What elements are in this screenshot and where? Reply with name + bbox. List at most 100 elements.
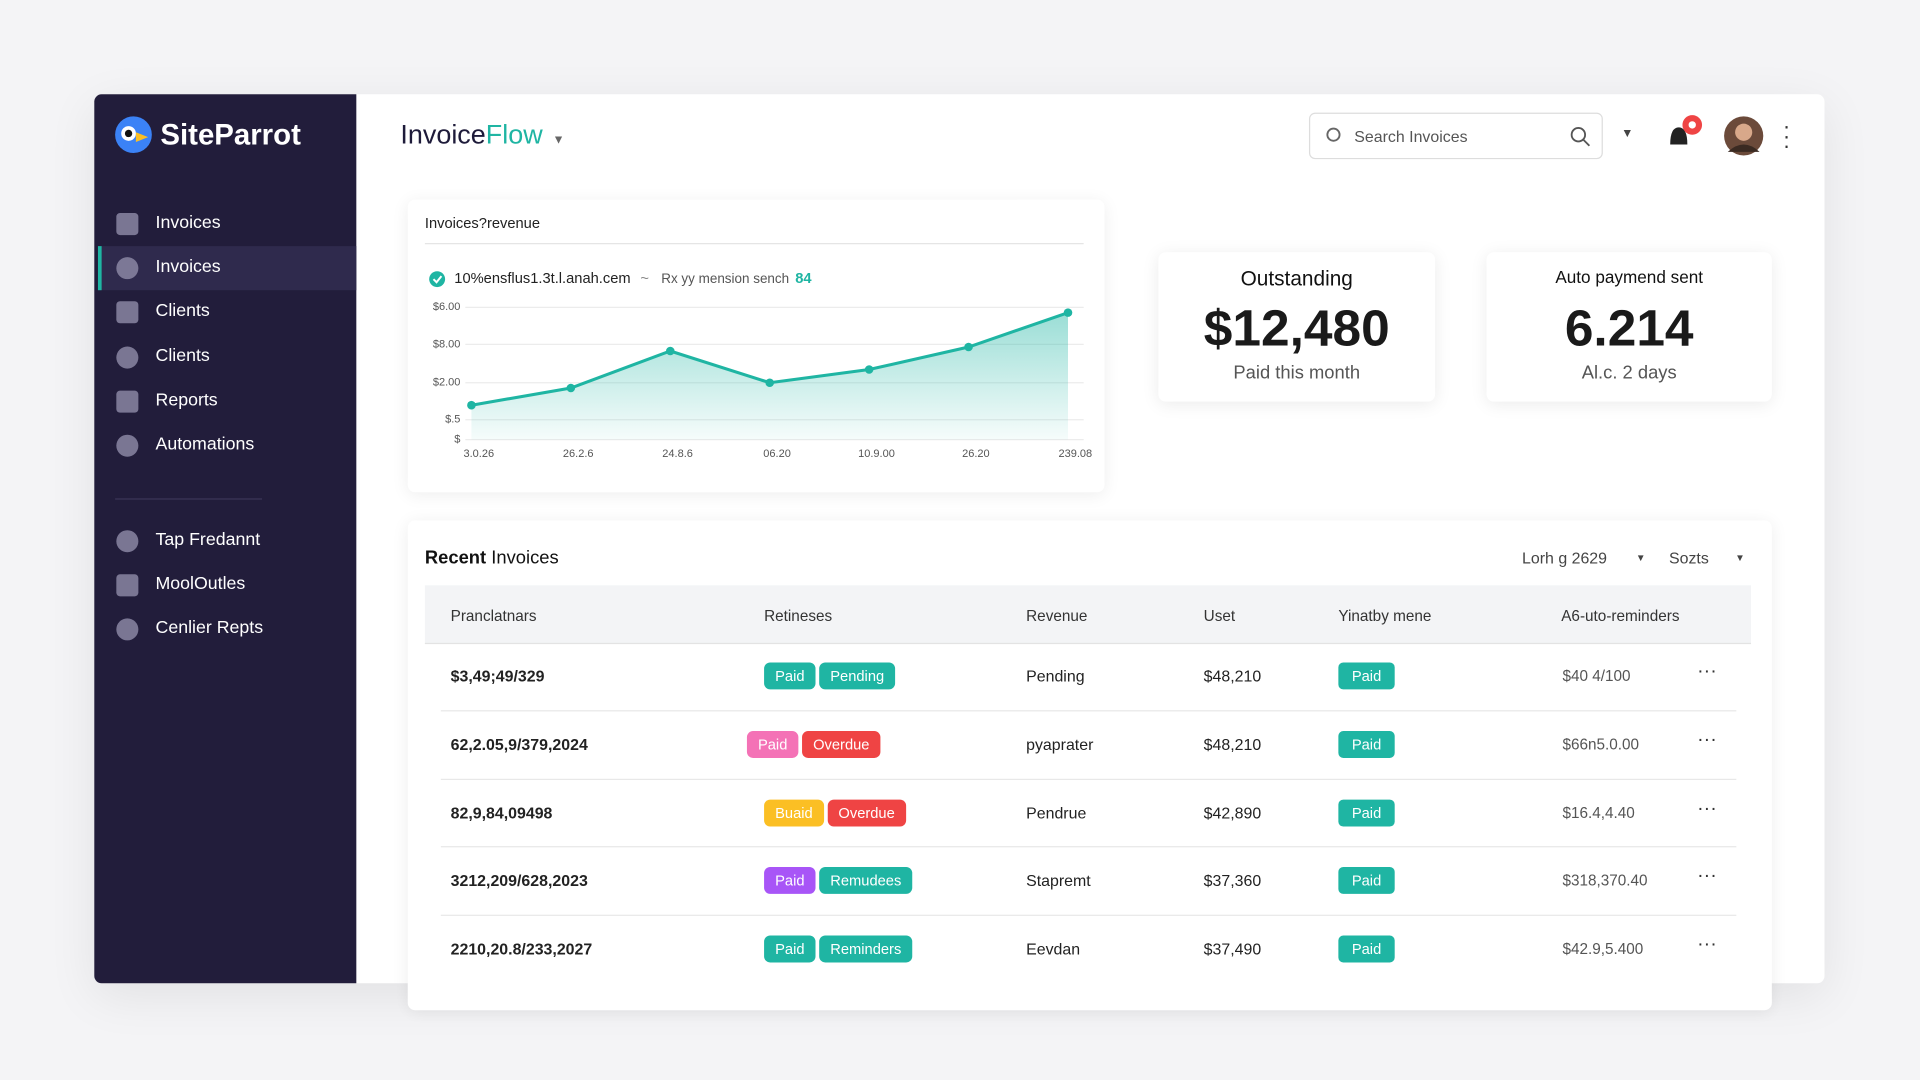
- status-badge: Paid: [1338, 799, 1395, 827]
- legend-sep: ~: [640, 271, 649, 287]
- x-tick-label: 26.2.6: [563, 448, 594, 460]
- row-menu[interactable]: ···: [1697, 934, 1717, 956]
- status-badge: Paid: [1338, 730, 1395, 758]
- legend-value: 84: [795, 271, 812, 287]
- badges: Buaid Overdue: [764, 799, 909, 827]
- stat-value: 6.214: [1564, 298, 1694, 357]
- nav-item[interactable]: Clients: [155, 301, 210, 321]
- legend-text: 10%ensflus1.3t.l.anah.cem: [454, 271, 630, 287]
- nav-item[interactable]: MoolOutles: [155, 574, 246, 594]
- avatar[interactable]: [1723, 115, 1765, 157]
- nav-item[interactable]: Tap Fredannt: [155, 530, 261, 550]
- badge: Paid: [764, 867, 816, 895]
- nav-item[interactable]: Clients: [155, 346, 210, 367]
- nav-item[interactable]: Cenlier Repts: [155, 618, 264, 638]
- badge: Paid: [764, 662, 816, 690]
- badge: Pending: [819, 662, 896, 690]
- status-badge: Paid: [1338, 935, 1395, 963]
- row-menu[interactable]: ···: [1697, 661, 1717, 683]
- stat-caption: Paid this month: [1233, 362, 1361, 384]
- column-header: Yinatby mene: [1338, 607, 1432, 625]
- badges: Paid Remudees: [764, 867, 916, 895]
- cell-id: 3212,209/628,2023: [450, 871, 588, 891]
- y-tick-label: $6.00: [433, 301, 461, 313]
- cell-revenue: pyaprater: [1026, 735, 1094, 754]
- cell-amount: $37,360: [1203, 871, 1262, 891]
- cell-reminder: $66n5.0.00: [1562, 735, 1640, 753]
- row-menu[interactable]: ···: [1697, 866, 1717, 888]
- badges: Paid Overdue: [746, 730, 884, 758]
- badge: Remudees: [819, 867, 913, 895]
- filter[interactable]: Sozts: [1668, 548, 1709, 567]
- cell-reminder: $318,370.40: [1562, 872, 1648, 890]
- nav-icon: [116, 213, 139, 236]
- search-placeholder: Search Invoices: [1354, 127, 1468, 146]
- stat-label: Auto paymend sent: [1555, 266, 1704, 287]
- search-box[interactable]: Search Invoices: [1308, 112, 1603, 160]
- cell-amount: $48,210: [1203, 735, 1262, 754]
- row-menu[interactable]: ···: [1697, 797, 1717, 819]
- brand-logo: [115, 116, 152, 154]
- cell-id: 62,2.05,9/379,2024: [450, 735, 588, 754]
- nav-divider: [115, 498, 263, 500]
- badge: Paid: [746, 730, 799, 758]
- nav-item[interactable]: Invoices: [155, 257, 221, 277]
- nav-icon: [116, 301, 139, 324]
- y-tick-label: $.5: [445, 414, 460, 426]
- cell-amount: $48,210: [1203, 666, 1262, 686]
- badge: Buaid: [764, 799, 824, 827]
- y-tick-label: $: [454, 433, 460, 445]
- title-a: Invoice: [400, 118, 486, 150]
- badge: Overdue: [802, 730, 881, 758]
- nav-item[interactable]: Automations: [155, 434, 255, 455]
- nav-icon: [116, 257, 139, 280]
- chart-title: Invoices?revenue: [425, 216, 540, 232]
- nav-item[interactable]: Reports: [155, 390, 218, 411]
- dropdown[interactable]: ▼: [1621, 127, 1634, 141]
- stat-value: $12,480: [1203, 298, 1390, 357]
- title-bold: Recent: [424, 547, 487, 569]
- filter-caret: ▼: [1635, 552, 1646, 564]
- badges: Paid Pending: [764, 662, 899, 690]
- y-tick-label: $8.00: [433, 338, 461, 350]
- nav-icon: [116, 530, 139, 553]
- more-menu[interactable]: · · ·: [1782, 113, 1791, 158]
- legend-check: [429, 271, 446, 288]
- title-b: Flow: [485, 118, 543, 150]
- x-tick-label: 239.08: [1058, 448, 1092, 460]
- nav-icon: [116, 574, 139, 597]
- stat-label: Outstanding: [1240, 266, 1353, 291]
- badge: Reminders: [819, 935, 913, 963]
- table-header: [424, 585, 1752, 645]
- filter[interactable]: Lorh g 2629: [1522, 548, 1608, 567]
- area: [471, 312, 1069, 440]
- nav-icon: [116, 618, 139, 641]
- cell-reminder: $40 4/100: [1562, 667, 1631, 685]
- legend-label: 10%ensflus1.3t.l.anah.cem ~ Rx yy mension …: [454, 271, 812, 287]
- cell-amount: $37,490: [1203, 940, 1262, 959]
- title-rest: Invoices: [491, 547, 559, 569]
- x-tick-label: 26.20: [962, 448, 990, 460]
- column-header: Uset: [1203, 607, 1236, 625]
- row-separator: [440, 709, 1737, 712]
- cell-reminder: $16.4,4.40: [1562, 803, 1635, 822]
- column-header: Revenue: [1026, 607, 1088, 625]
- point: [964, 342, 973, 352]
- row-separator: [440, 914, 1737, 917]
- stat-card: [1158, 252, 1436, 402]
- cell-reminder: $42.9,5.400: [1562, 940, 1644, 958]
- x-tick-label: 06.20: [763, 448, 791, 460]
- nav-active: [97, 246, 357, 291]
- legend-note: Rx yy mension sench: [661, 271, 789, 286]
- notifications[interactable]: [1663, 113, 1707, 152]
- cell-amount: $42,890: [1203, 803, 1262, 822]
- chart: Invoices?revenue 10%ensflus1.3t.l.anah.c…: [425, 216, 1092, 460]
- row-separator: [440, 846, 1737, 848]
- cell-id: $3,49;49/329: [450, 666, 545, 686]
- nav-item[interactable]: Invoices: [155, 213, 221, 233]
- row-menu[interactable]: ···: [1697, 729, 1717, 751]
- app-title: InvoiceFlow ▼: [400, 118, 565, 150]
- point: [467, 400, 476, 410]
- point: [1063, 308, 1073, 317]
